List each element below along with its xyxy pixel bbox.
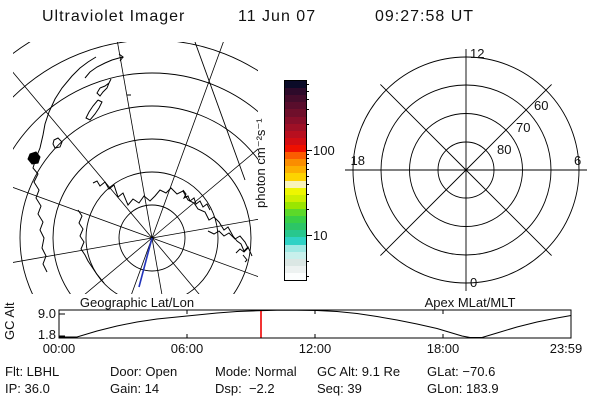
gc-alt-curve — [59, 309, 572, 338]
status-glat: GLat: −70.6 — [427, 364, 496, 379]
mlt-label-6: 6 — [574, 153, 581, 168]
xtick-1200: 12:00 — [299, 341, 332, 356]
status-door: Door: Open — [110, 364, 178, 379]
colorbar-label-100: 100 — [313, 143, 335, 158]
meridian-lines — [13, 42, 258, 294]
ytick-1-8: 1.8 — [38, 327, 56, 342]
status-gain: Gain: 14 — [110, 381, 160, 396]
status-flt: Flt: LBHL — [5, 364, 60, 379]
geographic-map — [13, 42, 258, 294]
mlt-label-12: 12 — [470, 46, 484, 61]
xtick-0600: 06:00 — [171, 341, 204, 356]
mlat-label-60: 60 — [534, 98, 548, 113]
status-dsp: Dsp: −2.2 — [215, 381, 275, 396]
coastlines — [27, 53, 253, 284]
status-gc-alt: GC Alt: 9.1 Re — [317, 364, 401, 379]
ytick-9: 9.0 — [38, 306, 56, 321]
terminator-line — [194, 42, 246, 181]
status-mode: Mode: Normal — [215, 364, 297, 379]
colorbar — [284, 80, 307, 281]
mlt-spokes — [345, 49, 587, 291]
status-ip: IP: 36.0 — [5, 381, 50, 396]
geo-map-title: Geographic Lat/Lon — [80, 295, 194, 310]
apex-polar-plot: 12 18 6 0 80 70 60 — [345, 46, 587, 291]
status-glon: GLon: 183.9 — [427, 381, 499, 396]
latitude-circles — [13, 42, 258, 294]
colorbar-tick-10 — [306, 235, 312, 236]
xtick-1800: 18:00 — [427, 341, 460, 356]
colorbar-label-10: 10 — [313, 228, 328, 243]
xtick-0000: 00:00 — [43, 341, 76, 356]
orbit-track-line — [138, 237, 153, 288]
mlt-label-18: 18 — [351, 153, 365, 168]
date-label: 11 Jun 07 — [238, 8, 317, 25]
time-label: 09:27:58 UT — [375, 8, 475, 25]
axis-ticks — [59, 310, 444, 338]
page-title: Ultraviolet Imager — [42, 8, 186, 25]
apex-plot-title: Apex MLat/MLT — [425, 295, 516, 310]
mlt-label-0: 0 — [470, 275, 477, 290]
status-seq: Seq: 39 — [317, 381, 362, 396]
y-axis-label: GC Alt — [2, 302, 17, 340]
colorbar-units-label: photon cm⁻²s⁻¹ — [253, 118, 268, 208]
mlat-label-80: 80 — [497, 142, 511, 157]
colorbar-tick-100 — [306, 150, 312, 151]
mlat-label-70: 70 — [516, 120, 530, 135]
xtick-2359: 23:59 — [550, 341, 583, 356]
gc-alt-strip-chart: Geographic Lat/Lon Apex MLat/MLT 9.0 1.8… — [2, 295, 583, 356]
